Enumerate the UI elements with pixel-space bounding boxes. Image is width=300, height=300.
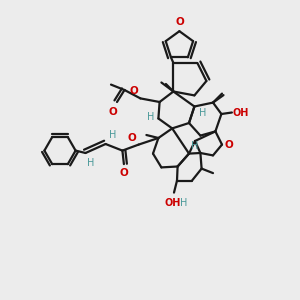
Text: OH: OH: [164, 198, 181, 208]
Text: OH: OH: [233, 107, 249, 118]
Text: O: O: [224, 140, 233, 150]
Text: H: H: [190, 141, 198, 151]
Text: O: O: [109, 106, 118, 116]
Text: H: H: [199, 108, 206, 118]
Text: O: O: [129, 86, 138, 96]
Text: O: O: [128, 133, 136, 143]
Text: H: H: [87, 158, 94, 167]
Text: O: O: [119, 168, 128, 178]
Text: O: O: [175, 17, 184, 27]
Text: H: H: [109, 130, 117, 140]
Text: H: H: [180, 198, 188, 208]
Text: H: H: [147, 112, 155, 122]
